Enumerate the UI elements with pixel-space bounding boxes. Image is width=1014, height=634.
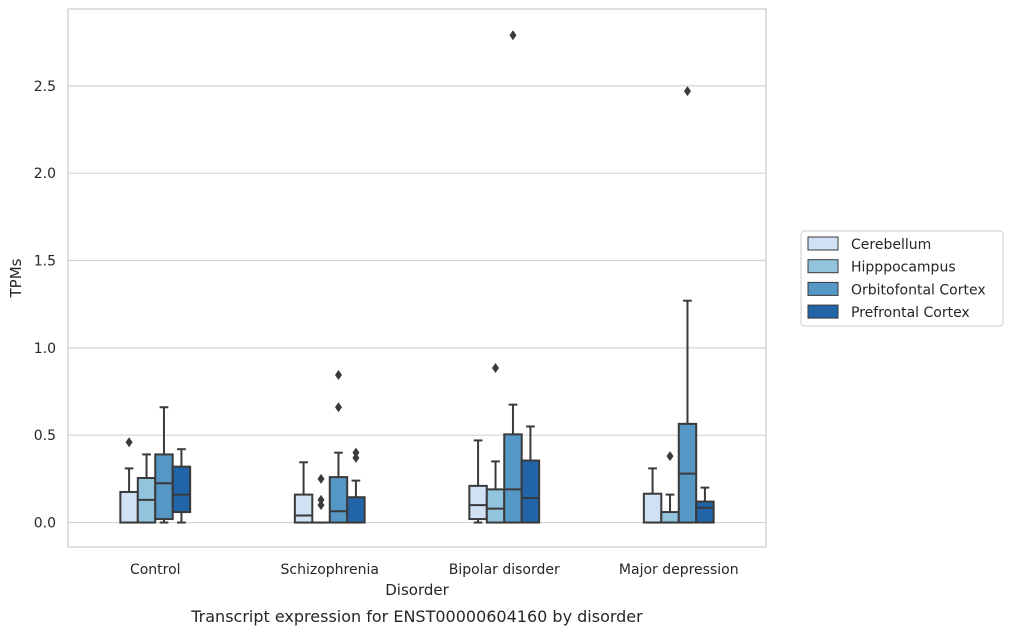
box-body [660,511,680,524]
legend-swatch [807,281,839,296]
y-axis-ticks: 0.0 0.5 1.0 1.5 2.0 2.5 [34,79,56,532]
box-body [468,484,488,521]
outlier-point [334,369,342,380]
legend-items: Cerebellum Hipppocampus Orbitofontal Corte… [807,236,986,321]
outlier-point [125,437,133,448]
plot-area-frame [67,8,767,548]
box-body [154,453,174,521]
box-2-1 [328,369,349,524]
x-tick-label: Bipolar disorder [449,562,560,578]
outlier-point [317,494,325,505]
box-body [520,459,541,524]
box-2-0 [154,406,174,524]
box-body [346,496,366,524]
box-0-3 [642,467,663,524]
box-0-1 [293,461,314,524]
box-body [695,500,715,524]
y-tick-label: 0.5 [34,428,56,444]
legend: Cerebellum Hipppocampus Orbitofontal Corte… [800,230,1004,327]
outlier-point [317,473,325,484]
y-tick-label: 1.5 [34,254,56,270]
outlier-point [509,30,517,41]
outlier-point [352,447,360,458]
outlier-point [334,402,342,413]
box-body [642,492,663,524]
outlier-point [492,362,500,373]
box-plot-boxes [119,30,715,524]
legend-swatch [807,304,839,319]
box-body [293,493,314,524]
y-tick-label: 0.0 [34,516,56,532]
box-0-2 [468,439,488,524]
x-axis-label: Disorder [385,581,449,599]
x-tick-label: Control [130,562,181,578]
chart-caption: Transcript expression for ENST0000060416… [190,607,643,626]
box-3-2 [520,425,541,524]
legend-frame [800,230,1004,327]
legend-label: Prefrontal Cortex [851,305,970,321]
box-3-0 [171,448,192,524]
y-axis-label: TPMs [7,258,25,298]
y-tick-label: 2.5 [34,79,56,95]
legend-swatch [807,236,839,251]
box-3-3 [695,486,715,524]
box-body [485,488,506,524]
box-body [119,490,139,524]
y-tick-label: 1.0 [34,341,56,357]
x-tick-label: Schizophrenia [281,562,379,578]
outlier-point [317,500,325,511]
y-tick-label: 2.0 [34,166,56,182]
legend-label: Orbitofontal Cortex [851,282,986,298]
box-3-1 [346,447,366,524]
box-0-0 [119,437,139,524]
outlier-point [666,451,674,462]
legend-swatch [807,259,839,274]
box-body [503,433,523,524]
legend-label: Cerebellum [851,237,931,253]
outlier-point [683,86,691,97]
box-body [328,476,349,524]
box-1-2 [485,362,506,524]
box-2-3 [677,86,698,524]
x-axis-ticks: Control Schizophrenia Bipolar disorder Majo… [130,562,739,578]
x-tick-label: Major depression [619,562,739,578]
legend-label: Hipppocampus [851,260,956,276]
box-body [171,465,192,514]
outlier-point [352,452,360,463]
